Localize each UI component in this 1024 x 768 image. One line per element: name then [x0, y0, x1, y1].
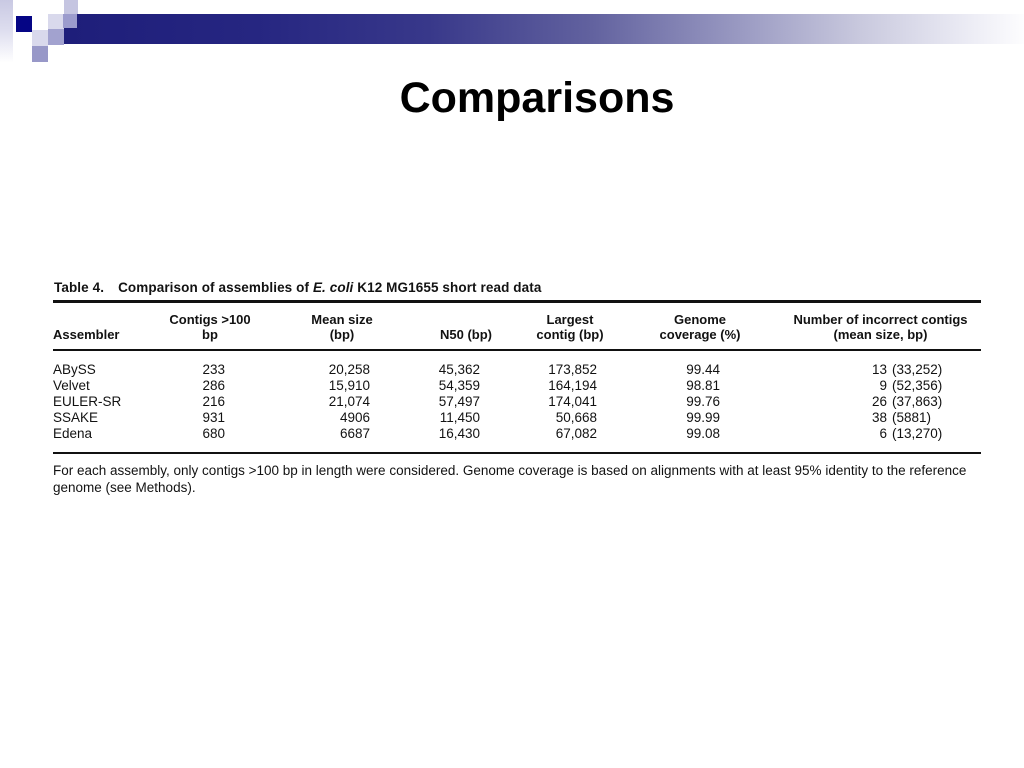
- incorrect-count: 13: [871, 362, 887, 377]
- table-row: Edena 680 6687 16,430 67,082 99.08 6 (13,…: [53, 426, 981, 453]
- cell-mean-size: 21,074: [328, 394, 370, 409]
- column-header-contigs: Contigs >100 bp: [148, 301, 272, 351]
- incorrect-mean-size: (33,252): [892, 362, 943, 377]
- incorrect-count: 6: [879, 426, 887, 441]
- incorrect-mean-size: (52,356): [892, 378, 943, 393]
- cell-assembler: ABySS: [53, 362, 96, 377]
- cell-coverage: 99.08: [686, 426, 720, 441]
- incorrect-count: 38: [871, 410, 887, 425]
- decoration-square-navy: [16, 16, 32, 32]
- column-header-genome-coverage: Genome coverage (%): [620, 301, 780, 351]
- page-title: Comparisons: [399, 74, 675, 122]
- decoration-square-pale-mid: [32, 30, 48, 46]
- cell-assembler: EULER-SR: [53, 394, 122, 409]
- cell-largest: 174,041: [548, 394, 597, 409]
- cell-largest: 50,668: [555, 410, 597, 425]
- cell-n50: 11,450: [439, 410, 480, 425]
- decoration-square-pale-top: [48, 14, 64, 30]
- cell-incorrect: 26 (37,863): [780, 394, 981, 410]
- cell-contigs: 216: [202, 394, 225, 409]
- cell-assembler: SSAKE: [53, 410, 99, 425]
- cell-coverage: 99.44: [686, 362, 720, 377]
- decoration-square-medium-top: [63, 14, 77, 28]
- cell-coverage: 99.99: [686, 410, 720, 425]
- cell-n50: 57,497: [438, 394, 480, 409]
- cell-coverage: 98.81: [686, 378, 720, 393]
- table-row: SSAKE 931 4906 11,450 50,668 99.99 38 (58…: [53, 410, 981, 426]
- cell-contigs: 680: [202, 426, 225, 441]
- incorrect-mean-size: (5881): [892, 410, 932, 425]
- incorrect-count: 26: [871, 394, 887, 409]
- cell-incorrect: 13 (33,252): [780, 350, 981, 378]
- decoration-square-slate-bottom: [32, 46, 48, 62]
- table-caption-organism: E. coli: [312, 280, 354, 295]
- cell-n50: 16,430: [438, 426, 480, 441]
- cell-mean-size: 20,258: [328, 362, 370, 377]
- table-figure: Table 4. Comparison of assemblies of E. c…: [53, 280, 981, 496]
- cell-contigs: 233: [202, 362, 225, 377]
- cell-n50: 45,362: [438, 362, 480, 377]
- decoration-gradient-bar: [64, 14, 1024, 44]
- incorrect-count: 9: [879, 378, 887, 393]
- table-caption-label: Table 4.: [54, 280, 105, 295]
- cell-coverage: 99.76: [686, 394, 720, 409]
- table-row: ABySS 233 20,258 45,362 173,852 99.44 13…: [53, 350, 981, 378]
- cell-mean-size: 6687: [339, 426, 370, 441]
- cell-assembler: Velvet: [53, 378, 90, 393]
- incorrect-mean-size: (13,270): [892, 426, 943, 441]
- cell-n50: 54,359: [438, 378, 480, 393]
- comparison-table: Assembler Contigs >100 bp Mean size (bp) N…: [53, 300, 981, 454]
- incorrect-mean-size: (37,863): [892, 394, 943, 409]
- table-caption-text-post: K12 MG1655 short read data: [353, 280, 542, 295]
- cell-incorrect: 6 (13,270): [780, 426, 981, 453]
- decoration-square-medium-mid: [48, 29, 64, 45]
- cell-largest: 173,852: [548, 362, 597, 377]
- table-caption: Table 4. Comparison of assemblies of E. c…: [53, 280, 981, 300]
- cell-largest: 164,194: [548, 378, 597, 393]
- column-header-assembler: Assembler: [53, 301, 148, 351]
- column-header-incorrect-contigs: Number of incorrect contigs (mean size, b…: [780, 301, 981, 351]
- table-caption-text-pre: Comparison of assemblies of: [118, 280, 313, 295]
- cell-assembler: Edena: [53, 426, 93, 441]
- cell-mean-size: 4906: [339, 410, 370, 425]
- cell-contigs: 286: [202, 378, 225, 393]
- cell-mean-size: 15,910: [328, 378, 370, 393]
- column-header-largest-contig: Largest contig (bp): [520, 301, 620, 351]
- cell-contigs: 931: [202, 410, 225, 425]
- cell-incorrect: 9 (52,356): [780, 378, 981, 394]
- table-row: EULER-SR 216 21,074 57,497 174,041 99.76…: [53, 394, 981, 410]
- decoration-left-strip: [0, 0, 13, 63]
- decoration-square-lavender: [64, 0, 78, 14]
- table-row: Velvet 286 15,910 54,359 164,194 98.81 9…: [53, 378, 981, 394]
- column-header-mean-size: Mean size (bp): [272, 301, 412, 351]
- column-header-n50: N50 (bp): [412, 301, 520, 351]
- cell-incorrect: 38 (5881): [780, 410, 981, 426]
- table-footnote: For each assembly, only contigs >100 bp …: [53, 463, 967, 495]
- cell-largest: 67,082: [555, 426, 597, 441]
- header-row: Assembler Contigs >100 bp Mean size (bp) N…: [53, 301, 981, 351]
